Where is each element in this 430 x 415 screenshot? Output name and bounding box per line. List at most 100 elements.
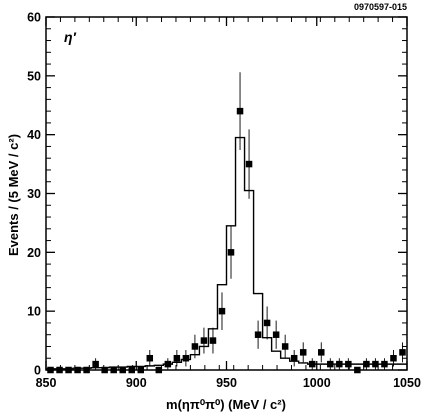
data-point <box>318 342 325 363</box>
point-marker <box>399 349 406 356</box>
point-marker <box>191 343 199 350</box>
point-marker <box>164 360 172 368</box>
point-marker <box>299 349 307 356</box>
point-marker <box>83 366 90 374</box>
point-marker <box>56 366 63 374</box>
point-marker <box>345 360 352 368</box>
data-point <box>227 225 235 279</box>
data-point <box>191 334 199 359</box>
y-axis-label: Events / (5 MeV / c²) <box>6 134 21 256</box>
data-point <box>281 334 289 359</box>
data-point <box>56 366 63 374</box>
point-marker <box>272 331 280 338</box>
point-marker <box>390 354 397 362</box>
data-point <box>363 358 370 370</box>
y-tick-label: 30 <box>27 187 41 201</box>
point-marker <box>200 337 208 344</box>
data-point <box>336 358 343 370</box>
point-marker <box>363 360 370 368</box>
point-marker <box>372 360 379 368</box>
figure-reference: 0970597-015 <box>354 2 407 12</box>
point-marker <box>308 360 316 368</box>
data-point <box>263 306 271 340</box>
data-point <box>146 349 154 367</box>
point-marker <box>101 366 108 374</box>
point-marker <box>290 354 298 362</box>
data-point <box>173 349 181 367</box>
data-point <box>200 327 208 354</box>
point-marker <box>218 307 226 315</box>
data-point <box>182 349 190 367</box>
data-point <box>65 366 72 374</box>
point-marker <box>146 354 154 362</box>
point-marker <box>227 249 235 256</box>
y-tick-label: 40 <box>27 128 41 142</box>
data-point <box>254 320 262 349</box>
fit-histogram <box>46 136 407 370</box>
x-tick-label: 950 <box>216 376 237 390</box>
x-tick-label: 1000 <box>303 376 331 390</box>
plot-frame <box>45 16 408 371</box>
data-point <box>218 292 226 330</box>
data-point <box>299 342 307 363</box>
data-point <box>155 366 163 374</box>
data-point <box>119 366 126 374</box>
point-marker <box>173 354 181 362</box>
y-tick-label: 60 <box>27 11 41 25</box>
point-marker <box>209 337 217 344</box>
point-marker <box>128 366 135 374</box>
fit-step-line <box>46 136 407 370</box>
particle-annotation: η′ <box>64 29 77 45</box>
axis-ticks: 850 900 950 1000 1050 0 10 20 30 40 50 60 <box>27 11 421 391</box>
data-point <box>290 349 298 367</box>
point-marker <box>336 360 343 368</box>
point-marker <box>245 160 253 168</box>
data-point <box>83 366 90 374</box>
data-point <box>137 366 145 374</box>
x-tick-label: 850 <box>36 376 57 390</box>
point-marker <box>327 360 334 368</box>
point-marker <box>254 331 262 338</box>
point-marker <box>110 366 117 374</box>
y-tick-label: 0 <box>34 364 41 378</box>
point-marker <box>281 343 289 350</box>
point-marker <box>236 107 244 115</box>
data-point <box>308 358 316 370</box>
x-axis-label: m(ηπ⁰π⁰) (MeV / c²) <box>166 397 286 412</box>
point-marker <box>74 366 81 374</box>
data-point <box>164 358 172 370</box>
data-point <box>92 358 99 370</box>
data-point <box>399 342 406 363</box>
point-marker <box>155 366 163 374</box>
data-point <box>345 358 352 370</box>
data-point <box>128 366 135 374</box>
data-point <box>381 358 388 370</box>
data-point <box>101 366 108 374</box>
y-tick-label: 50 <box>27 69 41 83</box>
data-points <box>47 72 406 374</box>
point-marker <box>137 366 145 374</box>
point-marker <box>318 349 325 356</box>
y-tick-label: 10 <box>27 305 41 319</box>
point-marker <box>65 366 72 374</box>
data-point <box>110 366 117 374</box>
point-marker <box>354 366 361 374</box>
y-tick-label: 20 <box>27 246 41 260</box>
data-point <box>74 366 81 374</box>
data-point <box>236 72 244 150</box>
data-point <box>209 327 217 354</box>
x-tick-label: 1050 <box>393 376 421 390</box>
point-marker <box>182 354 190 362</box>
data-point <box>372 358 379 370</box>
point-marker <box>263 319 271 327</box>
data-point <box>327 358 334 370</box>
data-point <box>272 320 280 349</box>
data-point <box>354 366 361 374</box>
point-marker <box>381 360 388 368</box>
point-marker <box>92 360 99 368</box>
point-marker <box>119 366 126 374</box>
x-tick-label: 900 <box>126 376 147 390</box>
data-point <box>390 349 397 367</box>
data-point <box>245 129 253 199</box>
